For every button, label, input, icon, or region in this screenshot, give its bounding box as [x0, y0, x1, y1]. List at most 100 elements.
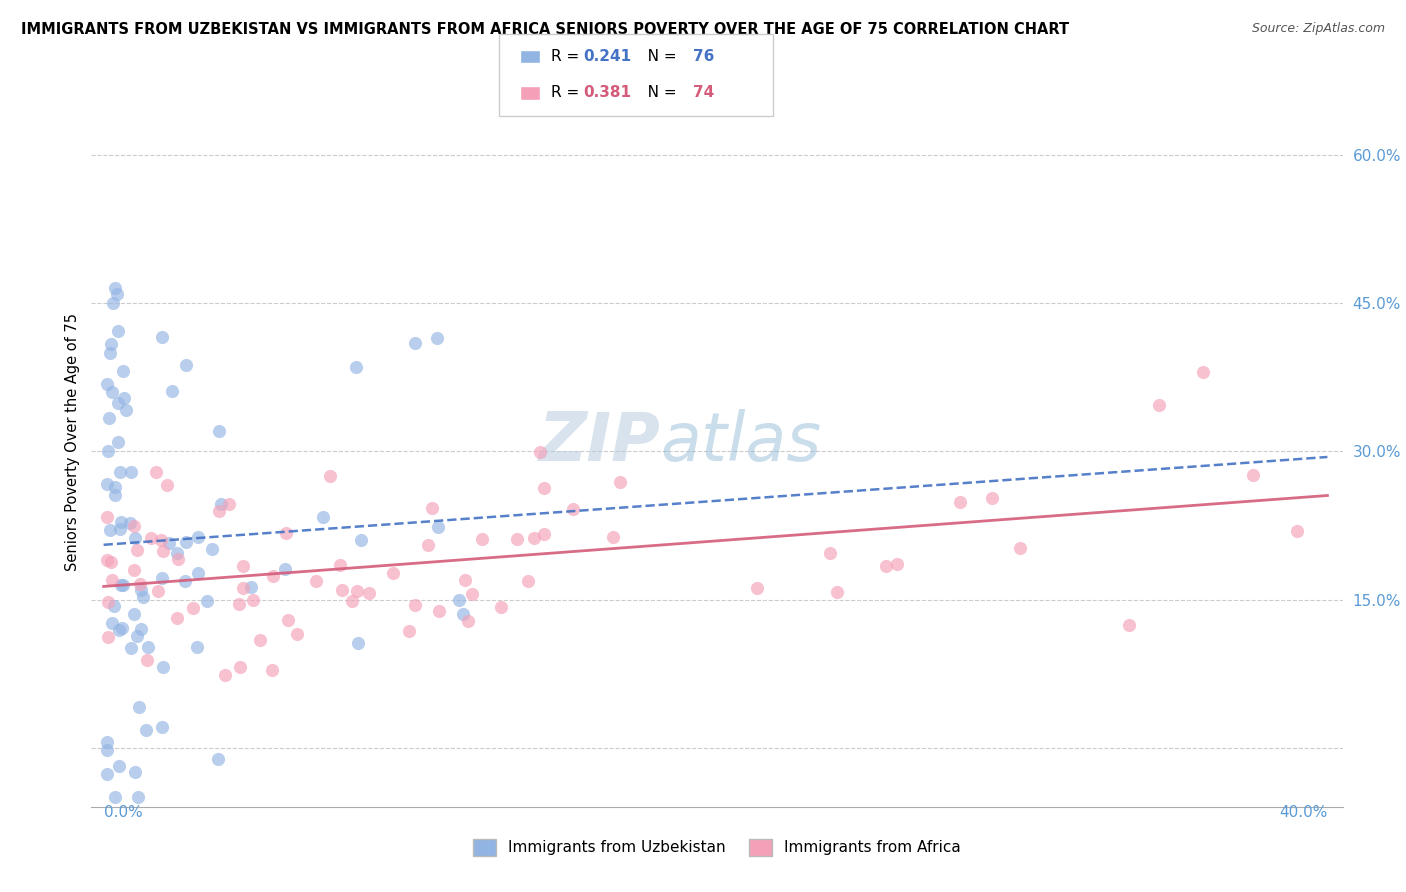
- Point: [96, 553, 118, 567]
- Point: [104, 281, 127, 295]
- Point: [207, 504, 229, 518]
- Point: [108, 623, 131, 637]
- Text: R =: R =: [551, 49, 585, 63]
- Legend: Immigrants from Uzbekistan, Immigrants from Africa: Immigrants from Uzbekistan, Immigrants f…: [467, 833, 967, 862]
- Point: [262, 569, 284, 583]
- Point: [187, 566, 209, 581]
- Point: [471, 533, 494, 547]
- Point: [420, 500, 443, 515]
- Point: [207, 752, 229, 766]
- Point: [166, 610, 188, 624]
- Point: [825, 584, 848, 599]
- Point: [152, 660, 174, 674]
- Point: [350, 533, 373, 547]
- Point: [127, 790, 149, 805]
- Point: [152, 720, 174, 734]
- Point: [166, 546, 188, 560]
- Point: [120, 641, 142, 656]
- Point: [195, 594, 218, 608]
- Text: IMMIGRANTS FROM UZBEKISTAN VS IMMIGRANTS FROM AFRICA SENIORS POVERTY OVER THE AG: IMMIGRANTS FROM UZBEKISTAN VS IMMIGRANTS…: [21, 22, 1069, 37]
- Point: [186, 640, 208, 654]
- Y-axis label: Seniors Poverty Over the Age of 75: Seniors Poverty Over the Age of 75: [65, 312, 80, 571]
- Point: [96, 767, 118, 781]
- Point: [273, 562, 295, 576]
- Point: [101, 384, 124, 399]
- Point: [107, 324, 129, 338]
- Point: [949, 494, 972, 508]
- Point: [208, 425, 231, 439]
- Point: [160, 384, 183, 399]
- Point: [110, 578, 132, 592]
- Text: 76: 76: [693, 49, 714, 63]
- Point: [101, 573, 124, 587]
- Point: [183, 601, 205, 615]
- Point: [100, 615, 122, 630]
- Point: [562, 502, 585, 516]
- Point: [132, 590, 155, 604]
- Point: [533, 481, 555, 495]
- Point: [1192, 365, 1215, 379]
- Point: [97, 594, 120, 608]
- Point: [875, 558, 897, 573]
- Text: N =: N =: [633, 86, 681, 100]
- Point: [427, 520, 450, 534]
- Point: [818, 545, 841, 559]
- Point: [114, 391, 136, 405]
- Point: [240, 580, 263, 594]
- Point: [357, 586, 380, 600]
- Point: [516, 574, 538, 588]
- Point: [1008, 541, 1031, 555]
- Point: [124, 764, 146, 779]
- Point: [187, 530, 209, 544]
- Point: [97, 630, 120, 644]
- Point: [218, 497, 240, 511]
- Point: [122, 519, 145, 533]
- Point: [115, 402, 138, 417]
- Point: [427, 604, 450, 618]
- Point: [312, 509, 335, 524]
- Point: [201, 541, 224, 556]
- Point: [319, 469, 342, 483]
- Text: 0.241: 0.241: [583, 49, 631, 63]
- Point: [108, 465, 131, 479]
- Point: [111, 577, 134, 591]
- Point: [529, 444, 551, 458]
- Point: [104, 790, 127, 805]
- Point: [405, 336, 427, 351]
- Point: [346, 635, 368, 649]
- Point: [107, 435, 129, 450]
- Point: [209, 497, 232, 511]
- Point: [886, 558, 908, 572]
- Point: [232, 581, 254, 595]
- Point: [745, 581, 768, 595]
- Point: [242, 593, 264, 607]
- Point: [104, 488, 127, 502]
- Text: 40.0%: 40.0%: [1279, 805, 1327, 820]
- Point: [232, 559, 254, 574]
- Point: [145, 465, 167, 479]
- Point: [129, 622, 152, 636]
- Point: [103, 599, 125, 614]
- Point: [398, 624, 420, 639]
- Point: [1241, 468, 1264, 483]
- Point: [125, 543, 148, 558]
- Point: [96, 477, 118, 491]
- Point: [228, 597, 250, 611]
- Point: [981, 491, 1004, 506]
- Point: [98, 411, 121, 425]
- Point: [1285, 524, 1308, 539]
- Text: 74: 74: [693, 86, 714, 100]
- Point: [330, 582, 353, 597]
- Point: [118, 516, 141, 530]
- Point: [342, 593, 364, 607]
- Point: [100, 556, 122, 570]
- Point: [505, 532, 527, 546]
- Point: [100, 336, 122, 351]
- Text: Source: ZipAtlas.com: Source: ZipAtlas.com: [1251, 22, 1385, 36]
- Point: [156, 478, 179, 492]
- Point: [146, 584, 169, 599]
- Point: [346, 583, 368, 598]
- Point: [107, 395, 129, 409]
- Point: [533, 526, 555, 541]
- Point: [136, 640, 159, 655]
